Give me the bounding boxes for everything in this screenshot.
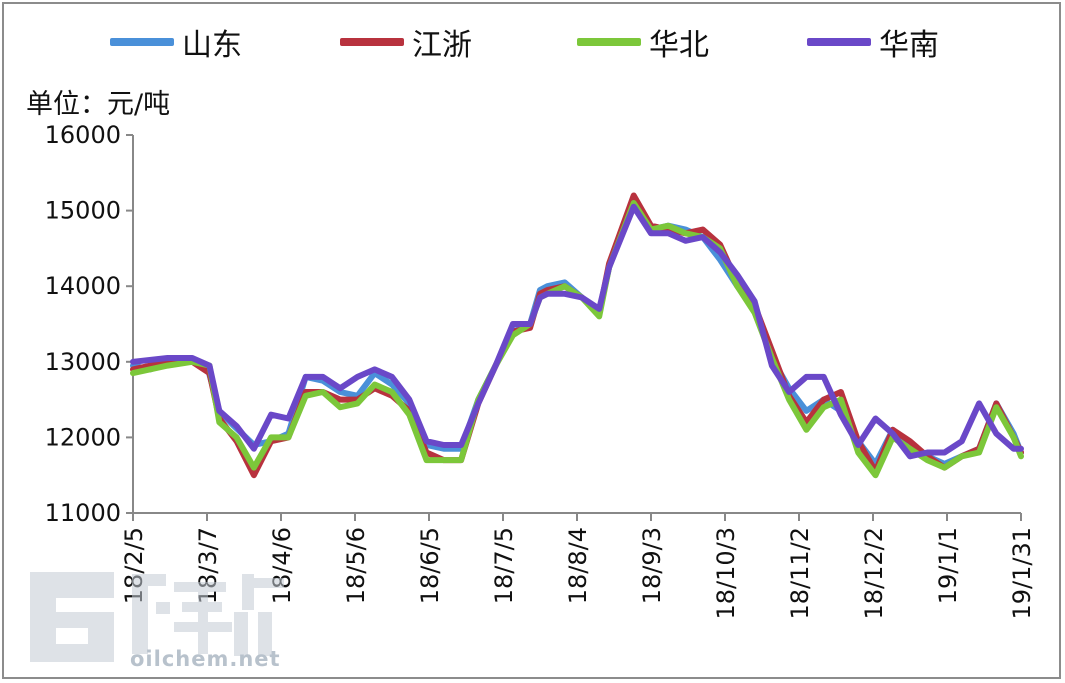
- legend-label: 江浙: [412, 28, 472, 63]
- x-tick-label: 18/12/2: [860, 527, 888, 620]
- x-tick-label: 18/4/6: [268, 527, 296, 604]
- y-tick-label: 15000: [45, 197, 121, 225]
- legend-swatch: [807, 38, 871, 46]
- legend-swatch: [577, 38, 641, 46]
- legend-label: 华南: [879, 28, 939, 63]
- legend-label: 华北: [649, 28, 709, 63]
- legend-item: 华北: [577, 22, 709, 63]
- legend-item: 山东: [110, 22, 242, 63]
- legend-swatch: [110, 38, 174, 46]
- chart-legend: 山东 江浙 华北 华南: [110, 22, 1010, 63]
- y-tick-label: 16000: [45, 121, 121, 149]
- unit-label: 单位：元/吨: [26, 89, 171, 120]
- x-tick-label: 19/1/1: [934, 527, 962, 604]
- x-tick-label: 18/5/6: [342, 527, 370, 604]
- legend-label: 山东: [182, 28, 242, 63]
- x-tick-label: 19/1/31: [1008, 527, 1036, 620]
- watermark-text: oilchem.net: [130, 647, 281, 671]
- legend-item: 华南: [807, 22, 939, 63]
- x-tick-label: 18/8/4: [564, 527, 592, 604]
- x-tick-label: 18/10/3: [712, 527, 740, 620]
- legend-swatch: [340, 38, 404, 46]
- series-line-3: [130, 203, 1024, 460]
- y-tick-label: 11000: [45, 499, 121, 527]
- x-tick-label: 18/6/5: [416, 527, 444, 604]
- x-tick-label: 18/9/3: [638, 527, 666, 604]
- x-tick-label: 18/11/2: [786, 527, 814, 620]
- x-tick-label: 18/7/5: [490, 527, 518, 604]
- legend-item: 江浙: [340, 22, 472, 63]
- y-tick-label: 12000: [45, 423, 121, 451]
- y-tick-label: 14000: [45, 272, 121, 300]
- oilchem-logo-watermark: [30, 572, 284, 662]
- series-layer: [130, 192, 1024, 479]
- y-tick-label: 13000: [45, 348, 121, 376]
